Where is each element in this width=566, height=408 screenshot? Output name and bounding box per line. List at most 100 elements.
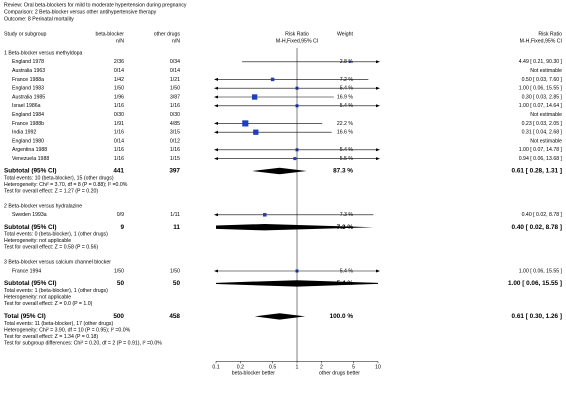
subtotal-label: Subtotal (95% CI) xyxy=(4,168,57,175)
column-header: M-H,Fixed,95% CI xyxy=(520,38,562,44)
events-od: 0/34 xyxy=(170,59,180,65)
risk-ratio: 0.50 [ 0.03, 7.60 ] xyxy=(522,77,563,83)
risk-ratio: Not estimable xyxy=(530,112,562,118)
events-od: 1/16 xyxy=(170,103,180,109)
note: Heterogeneity: not applicable xyxy=(4,238,71,244)
weight: 5.5 % xyxy=(340,156,354,162)
ci-arrow xyxy=(214,95,218,99)
events-od: 0/12 xyxy=(170,138,180,144)
outcome-title: Outcome: 8 Perinatal mortality xyxy=(4,16,74,22)
ci-arrow xyxy=(214,104,218,108)
point-estimate xyxy=(253,129,259,135)
column-header: beta-blocker xyxy=(95,31,124,37)
column-header: Study or subgroup xyxy=(4,31,47,37)
risk-ratio: 4.49 [ 0.21, 90.30 ] xyxy=(519,59,563,65)
note: Heterogeneity: not applicable xyxy=(4,294,71,300)
study-name: England 1980 xyxy=(12,138,44,144)
column-header: n/N xyxy=(172,38,180,44)
study-name: England 1983 xyxy=(12,86,44,92)
study-name: Sweden 1993a xyxy=(12,212,47,218)
events-od: 4/85 xyxy=(170,121,180,127)
note: Total events: 11 (beta-blocker), 17 (oth… xyxy=(4,321,113,327)
comparison-title: Comparison: 2 Beta-blocker versus other … xyxy=(4,9,157,15)
ci-arrow xyxy=(376,157,380,161)
events-bb: 2/36 xyxy=(114,59,124,65)
ci-arrow xyxy=(376,60,380,64)
events-od: 1/50 xyxy=(170,268,180,274)
events-bb: 1/42 xyxy=(114,77,124,83)
x-tick-label: 0.1 xyxy=(212,364,219,370)
risk-ratio: 1.00 [ 0.06, 15.55 ] xyxy=(519,86,563,92)
risk-ratio: 0.40 [ 0.02, 8.78 ] xyxy=(522,212,563,218)
ci-arrow xyxy=(214,148,218,152)
subtotal-label: Subtotal (95% CI) xyxy=(4,224,57,231)
point-estimate xyxy=(263,213,267,217)
subtotal-weight: 5.4 % xyxy=(337,280,354,287)
total-label: Total (95% CI) xyxy=(4,313,46,320)
note: Total events: 0 (beta-blocker), 1 (other… xyxy=(4,232,108,238)
subtotal-weight: 7.3 % xyxy=(337,224,354,231)
ci-arrow xyxy=(214,269,218,273)
study-name: Israel 1986a xyxy=(12,103,41,109)
x-tick-label: 10 xyxy=(375,364,381,370)
events-bb: 1/16 xyxy=(114,147,124,153)
total-rr: 0.61 [ 0.30, 1.26 ] xyxy=(512,313,562,320)
events-bb: 1/16 xyxy=(114,156,124,162)
events-od: 1/21 xyxy=(170,77,180,83)
events-od: 1/50 xyxy=(170,86,180,92)
subtotal-rr: 1.00 [ 0.06, 15.55 ] xyxy=(508,280,562,287)
column-header: other drugs xyxy=(154,31,181,37)
subtotal-label: Subtotal (95% CI) xyxy=(4,280,57,287)
weight: 5.4 % xyxy=(340,268,354,274)
note: Total events: 1 (beta-blocker), 1 (other… xyxy=(4,288,108,294)
study-name: Australia 1985 xyxy=(12,94,45,100)
subtotal-bb: 441 xyxy=(113,168,124,175)
events-bb: 1/91 xyxy=(114,121,124,127)
events-bb: 1/16 xyxy=(114,103,124,109)
ci-arrow xyxy=(214,121,218,125)
weight: 16.6 % xyxy=(337,130,354,136)
events-od: 0/14 xyxy=(170,68,180,74)
weight: 5.4 % xyxy=(340,103,354,109)
point-estimate xyxy=(270,77,275,82)
column-header: Risk Ratio xyxy=(285,31,309,37)
column-header: Risk Ratio xyxy=(538,31,562,37)
column-header: M-H,Fixed,95% CI xyxy=(276,38,318,44)
column-header: n/N xyxy=(116,38,124,44)
events-od: 0/30 xyxy=(170,112,180,118)
weight: 5.4 % xyxy=(340,86,354,92)
study-name: France 1994 xyxy=(12,268,41,274)
study-name: India 1992 xyxy=(12,130,36,136)
study-name: France 1988a xyxy=(12,77,44,83)
point-estimate xyxy=(242,120,249,127)
note: Heterogeneity: Chi² = 3.90, df = 10 (P =… xyxy=(4,327,131,333)
events-bb: 0/30 xyxy=(114,112,124,118)
events-od: 1/11 xyxy=(170,212,180,218)
total-weight: 100.0 % xyxy=(330,313,354,320)
events-bb: 0/14 xyxy=(114,138,124,144)
point-estimate xyxy=(293,157,297,161)
ci-arrow xyxy=(376,86,380,90)
risk-ratio: 0.31 [ 0.04, 2.68 ] xyxy=(522,130,563,136)
risk-ratio: 1.00 [ 0.06, 15.55 ] xyxy=(519,268,563,274)
note: Heterogeneity: Chi² = 3.70, df = 8 (P = … xyxy=(4,182,128,188)
events-od: 1/15 xyxy=(170,156,180,162)
weight: 5.4 % xyxy=(340,147,354,153)
group-title: 1 Beta-blocker versus methyldopa xyxy=(4,50,83,56)
study-name: Venezuela 1988 xyxy=(12,156,49,162)
note: Test for overall effect: Z = 1.27 (P = 0… xyxy=(4,188,98,194)
axis-side-label: beta-blocker better xyxy=(232,370,276,376)
diamond xyxy=(216,224,374,231)
subtotal-od: 397 xyxy=(169,168,180,175)
weight: 7.2 % xyxy=(340,77,354,83)
events-bb: 1/16 xyxy=(114,130,124,136)
note: Test for overall effect: Z = 1.34 (P = 0… xyxy=(4,334,98,340)
axis-side-label: other drugs better xyxy=(319,370,360,376)
total-od: 458 xyxy=(169,313,180,320)
note: Test for overall effect: Z = 0.0 (P = 1.… xyxy=(4,301,93,307)
note: Test for subgroup differences: Chi² = 0.… xyxy=(4,340,162,346)
events-od: 3/15 xyxy=(170,130,180,136)
ci-arrow xyxy=(376,148,380,152)
subtotal-bb: 9 xyxy=(120,224,124,231)
ci-arrow xyxy=(214,213,218,217)
